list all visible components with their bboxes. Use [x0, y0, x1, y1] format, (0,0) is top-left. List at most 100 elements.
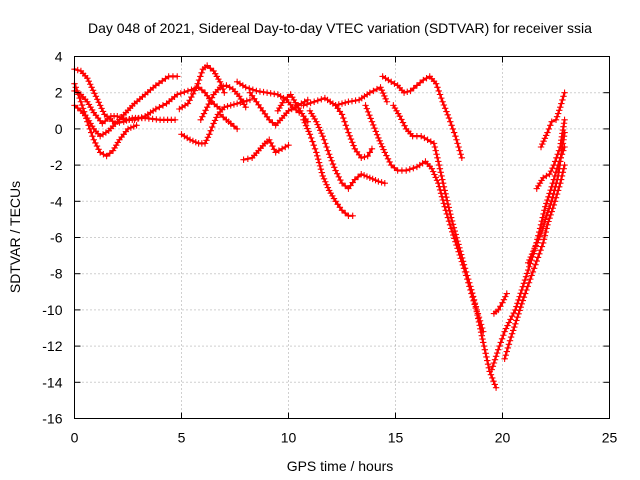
data-point — [448, 217, 456, 225]
data-point — [554, 151, 561, 158]
data-point — [350, 142, 357, 149]
data-point — [445, 114, 453, 122]
data-point — [358, 154, 365, 162]
data-point — [342, 209, 349, 217]
data-point — [555, 147, 563, 154]
data-point — [318, 96, 325, 103]
data-point — [469, 289, 476, 297]
data-point — [246, 85, 253, 92]
data-point — [410, 164, 417, 172]
series-sat-m — [274, 91, 311, 125]
data-point — [211, 117, 219, 124]
data-point — [226, 84, 233, 91]
data-point — [256, 88, 264, 95]
series-sat-r — [362, 102, 500, 391]
data-point — [451, 227, 459, 235]
data-point — [538, 227, 546, 234]
series-sat-t — [379, 73, 466, 162]
data-point — [377, 140, 385, 147]
data-point — [484, 357, 491, 364]
data-point — [536, 233, 543, 240]
data-point — [487, 371, 495, 378]
data-point — [453, 234, 460, 241]
data-point — [443, 108, 450, 115]
data-point — [478, 324, 486, 332]
data-point — [278, 145, 286, 153]
data-point — [348, 97, 356, 105]
data-point — [516, 307, 523, 314]
data-point — [271, 90, 278, 98]
data-point — [501, 355, 508, 362]
data-point — [500, 296, 508, 303]
data-point — [551, 158, 559, 165]
data-point — [366, 89, 374, 96]
data-point — [197, 73, 204, 80]
data-point — [224, 103, 231, 110]
data-point — [519, 297, 527, 304]
data-point — [493, 349, 501, 357]
data-point — [543, 225, 550, 232]
data-point — [514, 313, 521, 321]
data-point — [370, 121, 377, 129]
data-point — [440, 183, 448, 191]
data-point — [472, 303, 480, 310]
data-point — [520, 294, 528, 301]
data-point — [379, 89, 387, 97]
data-point — [345, 129, 352, 136]
data-point — [508, 330, 516, 337]
data-point — [445, 204, 452, 211]
data-point — [366, 111, 373, 119]
data-point — [367, 115, 374, 122]
data-point — [171, 116, 179, 124]
data-point — [440, 200, 448, 207]
data-point — [263, 89, 271, 96]
series-sat-x — [533, 116, 568, 192]
y-tick-label: -16 — [42, 411, 62, 427]
data-point — [537, 230, 545, 238]
data-point — [504, 344, 512, 352]
data-point — [319, 132, 326, 140]
data-point — [430, 140, 438, 147]
data-point — [475, 313, 483, 321]
data-point — [92, 93, 100, 100]
data-point — [421, 134, 428, 142]
data-point — [433, 177, 441, 184]
x-tick-label: 5 — [178, 430, 186, 446]
data-point — [313, 149, 320, 156]
data-point — [331, 164, 338, 171]
data-point — [322, 178, 329, 185]
data-point — [233, 125, 241, 133]
data-point — [526, 256, 533, 264]
data-point — [403, 167, 410, 174]
data-point — [474, 310, 482, 317]
data-point — [181, 88, 188, 96]
data-point — [213, 114, 220, 121]
data-point — [491, 381, 498, 388]
data-point — [476, 317, 484, 324]
data-point — [505, 341, 513, 348]
data-point — [502, 351, 509, 359]
data-point — [542, 132, 550, 139]
data-point — [440, 101, 448, 109]
series-sat-v — [501, 161, 568, 362]
data-point — [184, 87, 192, 95]
data-point — [381, 92, 388, 100]
data-point — [193, 84, 200, 91]
y-tick-label: -14 — [42, 374, 62, 390]
data-point — [456, 244, 463, 252]
data-point — [378, 179, 385, 186]
data-point — [114, 113, 121, 120]
data-point — [186, 97, 193, 104]
data-point — [554, 176, 561, 183]
data-point — [525, 279, 533, 286]
data-point — [502, 325, 510, 332]
x-tick-label: 25 — [602, 430, 618, 446]
data-point — [457, 248, 464, 255]
y-tick-label: -4 — [50, 193, 63, 209]
data-point — [267, 90, 274, 97]
data-point — [305, 128, 312, 135]
x-tick-label: 20 — [495, 430, 511, 446]
data-point — [192, 138, 199, 146]
data-point — [210, 120, 217, 127]
data-point — [454, 140, 461, 147]
